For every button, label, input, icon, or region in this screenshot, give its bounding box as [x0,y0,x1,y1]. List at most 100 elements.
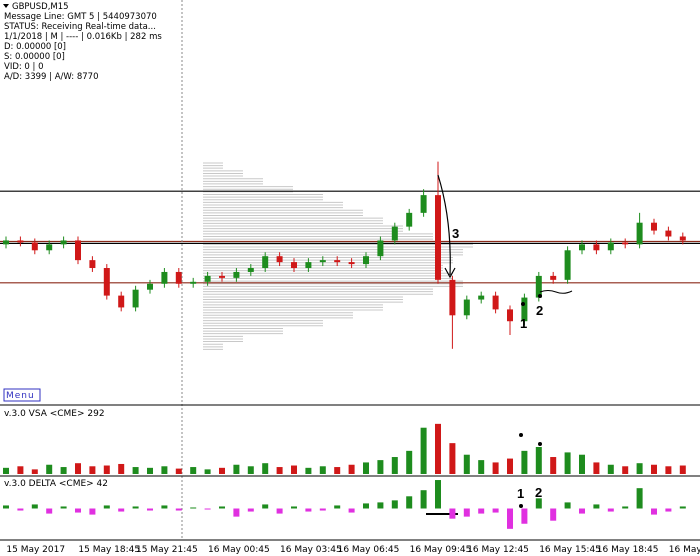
bar [46,464,53,474]
bar [89,508,96,515]
bar [478,460,485,474]
bar [305,508,312,512]
candle-body [3,240,9,245]
symbol-title: GBPUSD,M15 [12,2,69,12]
candle-body [305,262,312,269]
bar [651,508,657,515]
candle-body [175,271,182,284]
bar [247,466,254,474]
candle-body [75,240,81,261]
bar [175,508,182,511]
bar [60,506,67,509]
bar [492,508,499,513]
bar [507,458,513,474]
bar [3,505,9,509]
x-tick-label: 16 May 00:45 [208,545,270,555]
bar [103,505,110,509]
bar [161,466,168,474]
bar [636,488,643,509]
candle-body [535,275,542,298]
bar [463,508,470,517]
annotation: 1 [520,316,527,331]
bar [175,468,182,474]
candle-body [564,250,571,280]
bar [17,508,24,511]
bar [291,506,297,509]
bar [622,506,629,509]
bar [521,508,528,524]
bar [103,465,110,474]
candle-body [607,242,614,251]
candle-body [262,256,269,269]
bar [449,508,456,519]
panel-title: v.3.0 VSA <CME> 292 [4,409,105,419]
info-line: D: 0.00000 [0] [4,42,66,52]
candle-body [449,279,456,316]
bar [132,467,139,474]
drawn-arrow [437,174,451,276]
annotation: 2 [535,485,542,500]
candle-body [319,260,326,263]
bar [535,447,542,474]
bar [391,500,398,509]
candle-body [651,222,657,231]
candle-body [665,230,672,237]
bar [204,508,211,510]
candle-body [420,195,427,213]
bar [391,457,398,474]
bar [75,463,81,474]
x-tick-label: 16 May 09:45 [410,545,472,555]
bar [463,454,470,474]
marker-dot [538,442,542,446]
bar [607,464,614,474]
info-line: S: 0.00000 [0] [4,52,65,62]
candle-body [435,195,441,280]
bar [247,508,254,512]
x-tick-label: 16 May 12:45 [467,545,529,555]
bar [31,504,38,509]
bar [132,506,139,509]
candle-body [31,242,38,251]
bar [319,508,326,511]
candle-body [89,260,96,269]
marker-dot [521,302,525,306]
x-tick-label: 16 May 15:45 [539,545,601,555]
bar [118,508,125,512]
candle-body [161,271,168,284]
bar [147,467,153,474]
candle-body [118,295,125,308]
candle-body [219,275,225,278]
bar [276,508,283,514]
bar [46,508,53,514]
bar [60,467,67,474]
marker-dot [519,433,523,437]
bar [161,505,168,509]
x-tick-label: 16 May 18:45 [597,545,659,555]
candle-body [247,268,254,272]
bar [535,498,542,509]
bar [579,454,585,474]
marker-dot [538,294,542,298]
menu-label[interactable]: Menu [6,391,35,401]
menu-button[interactable] [3,388,41,402]
bar [564,452,571,474]
bar [679,465,686,474]
bar [276,467,283,474]
bar [363,503,369,509]
info-line: 1/1/2018 | M | ---- | 0.016Kb | 282 ms [4,32,162,42]
candle-body [391,226,398,241]
symbol-toggle[interactable] [3,4,9,8]
x-tick-label: 16 May 06:45 [338,545,400,555]
candle-body [103,268,110,296]
bar [406,450,413,474]
bar [89,466,96,474]
bar [334,505,341,509]
bar [204,469,211,474]
x-tick-label: 15 May 2017 [6,545,65,555]
bar [622,466,629,474]
drawn-arrowhead [444,267,456,279]
info-line: VID: 0 | 0 [4,62,44,72]
bar [636,463,643,474]
x-tick-label: 16 May 03:45 [280,545,342,555]
bar [420,427,427,474]
